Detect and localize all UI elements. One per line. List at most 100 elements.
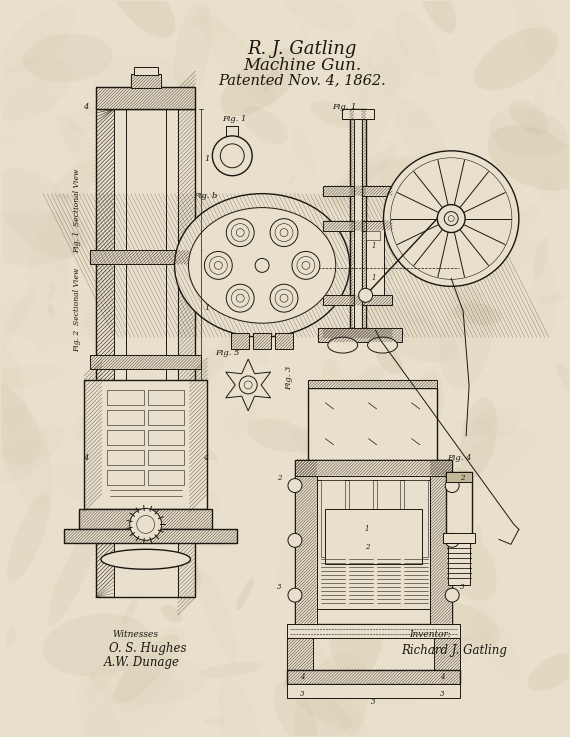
Text: Fig. 5: Fig. 5 (215, 349, 240, 357)
Circle shape (213, 136, 252, 175)
Ellipse shape (236, 578, 254, 611)
Bar (148, 410, 185, 425)
Text: 1: 1 (365, 525, 369, 534)
Ellipse shape (23, 34, 112, 82)
Ellipse shape (1, 7, 75, 71)
Bar (84, 380, 207, 509)
Ellipse shape (476, 525, 482, 542)
Ellipse shape (144, 310, 172, 358)
Ellipse shape (288, 175, 295, 184)
Text: 3: 3 (300, 690, 304, 698)
Text: Fig. 1: Fig. 1 (332, 103, 356, 111)
Bar (349, 480, 373, 557)
Ellipse shape (107, 0, 176, 38)
Ellipse shape (268, 501, 303, 551)
Ellipse shape (149, 195, 162, 215)
Ellipse shape (418, 0, 456, 33)
Ellipse shape (404, 682, 465, 699)
Ellipse shape (321, 489, 363, 584)
Ellipse shape (70, 290, 137, 351)
Text: 2: 2 (277, 474, 282, 481)
Ellipse shape (357, 281, 437, 325)
Ellipse shape (248, 191, 319, 213)
Ellipse shape (367, 29, 411, 97)
Text: 4: 4 (83, 454, 89, 461)
Circle shape (297, 256, 315, 274)
Ellipse shape (112, 635, 179, 705)
Ellipse shape (482, 374, 496, 393)
Ellipse shape (384, 396, 404, 430)
Ellipse shape (0, 365, 66, 391)
Ellipse shape (247, 419, 314, 453)
Circle shape (288, 478, 302, 492)
Circle shape (236, 294, 244, 302)
Ellipse shape (328, 337, 357, 353)
Ellipse shape (128, 192, 211, 286)
Ellipse shape (406, 467, 428, 557)
Ellipse shape (188, 149, 206, 169)
Bar (107, 410, 144, 425)
Ellipse shape (156, 285, 211, 391)
Ellipse shape (534, 87, 545, 113)
Ellipse shape (455, 467, 469, 474)
Ellipse shape (509, 99, 549, 134)
Ellipse shape (279, 241, 389, 303)
Ellipse shape (0, 425, 64, 485)
Text: 3: 3 (371, 698, 376, 706)
Ellipse shape (397, 676, 426, 710)
Bar (448, 543, 470, 585)
Ellipse shape (474, 27, 558, 91)
Ellipse shape (218, 678, 259, 737)
Ellipse shape (2, 401, 53, 510)
Bar (405, 480, 428, 557)
Ellipse shape (533, 238, 549, 277)
Ellipse shape (478, 624, 495, 652)
Ellipse shape (0, 296, 86, 346)
Ellipse shape (119, 603, 134, 633)
Bar (148, 450, 185, 464)
Ellipse shape (352, 304, 459, 363)
Bar (308, 388, 437, 460)
Ellipse shape (274, 683, 317, 737)
Ellipse shape (172, 214, 198, 230)
Bar (434, 638, 460, 670)
Ellipse shape (48, 283, 55, 301)
Circle shape (255, 259, 269, 273)
Ellipse shape (35, 263, 68, 352)
Ellipse shape (320, 609, 337, 619)
Circle shape (445, 588, 459, 602)
Bar (90, 251, 201, 265)
Bar (107, 450, 144, 464)
Text: 4: 4 (300, 673, 304, 681)
Ellipse shape (502, 205, 540, 242)
Ellipse shape (331, 722, 356, 734)
Ellipse shape (512, 0, 556, 82)
Text: Fig. 2  Sectional View: Fig. 2 Sectional View (73, 268, 81, 352)
Bar (107, 430, 144, 444)
Bar (443, 534, 475, 543)
Bar (275, 333, 293, 349)
Bar (287, 638, 313, 670)
Text: Fig. 1  Sectional View: Fig. 1 Sectional View (73, 169, 81, 253)
Ellipse shape (321, 359, 354, 455)
Ellipse shape (317, 465, 333, 492)
Bar (365, 231, 380, 240)
Ellipse shape (368, 337, 397, 353)
Text: R. J. Gatling: R. J. Gatling (247, 41, 357, 58)
Ellipse shape (147, 161, 197, 240)
Text: Machine Gun.: Machine Gun. (243, 57, 361, 74)
Ellipse shape (48, 464, 157, 520)
Ellipse shape (205, 490, 221, 511)
Ellipse shape (489, 108, 568, 158)
Text: 4: 4 (83, 103, 89, 111)
Ellipse shape (199, 662, 263, 678)
Ellipse shape (473, 407, 522, 439)
Bar (365, 220, 384, 296)
Ellipse shape (404, 110, 435, 128)
Circle shape (445, 478, 459, 492)
Ellipse shape (479, 233, 539, 279)
Ellipse shape (0, 57, 72, 122)
Text: 2: 2 (365, 543, 369, 551)
Ellipse shape (68, 85, 170, 135)
Ellipse shape (370, 537, 388, 568)
